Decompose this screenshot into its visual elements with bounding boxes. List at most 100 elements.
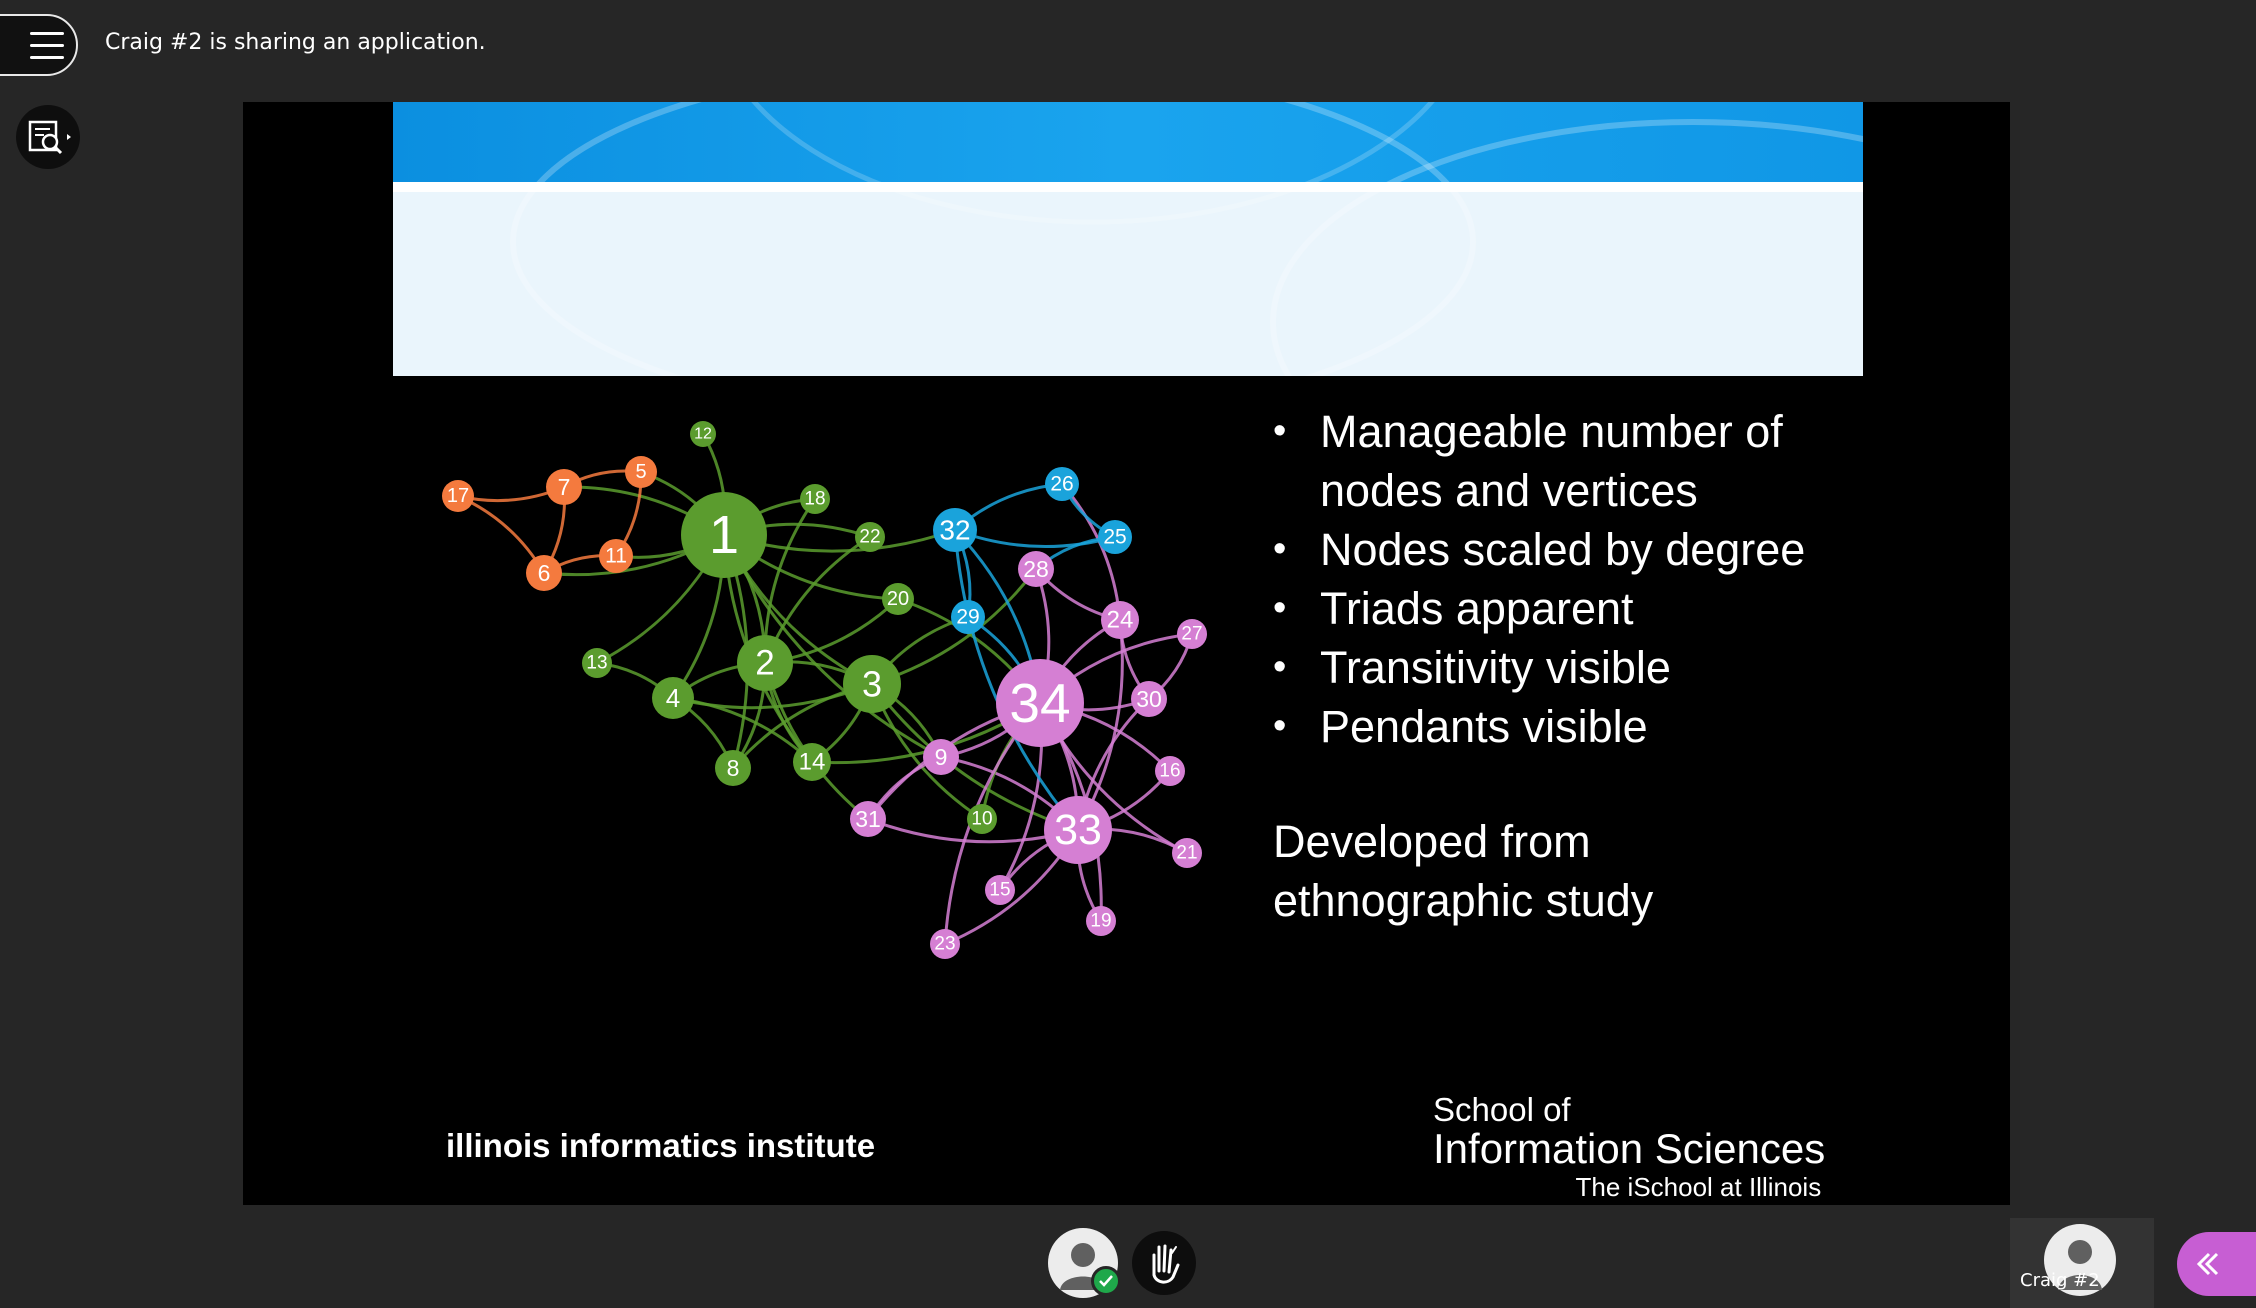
network-node-label: 19: [1090, 911, 1111, 932]
network-node: 13: [582, 648, 612, 678]
network-node: 10: [967, 804, 997, 834]
bullet-item: Transitivity visible: [1273, 638, 1913, 697]
network-node: 23: [930, 929, 960, 959]
network-edge: [953, 529, 1080, 831]
network-node-circle: [1155, 756, 1185, 786]
network-node: 20: [882, 583, 914, 615]
network-node: 1: [681, 492, 767, 578]
network-node-label: 3: [862, 664, 882, 705]
network-node-circle: [800, 484, 830, 514]
network-node-label: 15: [989, 880, 1010, 901]
network-node-label: 16: [1159, 761, 1180, 782]
hamburger-menu-icon: [30, 32, 64, 35]
header-decoration: [510, 102, 1863, 376]
network-node-label: 18: [804, 489, 825, 510]
network-node: 6: [526, 555, 562, 591]
network-node-label: 4: [666, 683, 680, 713]
participant-name: Craig #2: [2020, 1270, 2100, 1291]
slide-header-banner: I: [393, 102, 1863, 376]
network-node: 15: [985, 875, 1015, 905]
hamburger-menu-icon: [30, 56, 64, 59]
network-node: 7: [546, 469, 582, 505]
my-avatar-button[interactable]: [1048, 1228, 1118, 1298]
network-node-label: 9: [935, 744, 948, 770]
zoom-to-fit-button[interactable]: [16, 105, 80, 169]
network-node-circle: [855, 522, 885, 552]
network-node-circle: [1044, 796, 1112, 864]
network-node: 30: [1131, 681, 1167, 717]
network-node-circle: [850, 801, 886, 837]
network-node-label: 7: [558, 474, 571, 500]
network-node-label: 5: [635, 461, 646, 483]
network-node: 14: [793, 743, 831, 781]
network-node-circle: [690, 421, 716, 447]
network-node-circle: [625, 456, 657, 488]
school-line1: School of: [1433, 1091, 1571, 1128]
status-badge: [1091, 1266, 1121, 1296]
network-node: 34: [996, 659, 1084, 747]
network-node-label: 17: [447, 485, 469, 507]
network-node-label: 29: [956, 606, 979, 629]
network-node-label: 30: [1136, 686, 1162, 712]
network-node: 33: [1044, 796, 1112, 864]
network-node-label: 2: [755, 644, 774, 683]
network-node: 17: [442, 480, 474, 512]
network-edge: [954, 528, 1116, 548]
bullet-item: Pendants visible: [1273, 697, 1913, 756]
participant-tile[interactable]: Craig #2: [2010, 1218, 2154, 1308]
school-line3: The iSchool at Illinois: [1575, 1172, 1822, 1202]
network-node-circle: [652, 677, 694, 719]
network-node-label: 27: [1181, 624, 1202, 645]
hamburger-menu-icon: [30, 44, 64, 47]
network-node-label: 20: [887, 588, 909, 610]
slide-footer-left: illinois informatics institute: [446, 1127, 876, 1164]
network-node-label: 34: [1009, 672, 1070, 734]
network-node-label: 25: [1103, 526, 1126, 549]
network-node-circle: [843, 655, 901, 713]
network-node-label: 28: [1023, 556, 1049, 582]
network-node: 28: [1018, 551, 1054, 587]
bullet-item: Triads apparent: [1273, 579, 1913, 638]
raise-hand-button[interactable]: [1132, 1231, 1196, 1295]
network-edges: [457, 433, 1194, 946]
bullet-item: Manageable number of nodes and vertices: [1273, 402, 1913, 520]
header-white-stripe: [393, 182, 1863, 192]
network-node-circle: [582, 648, 612, 678]
network-node-circle: [1131, 681, 1167, 717]
share-status-message: Craig #2 is sharing an application.: [105, 30, 486, 55]
menu-button[interactable]: [0, 14, 78, 76]
network-node-circle: [1177, 619, 1207, 649]
network-node: 31: [850, 801, 886, 837]
network-node: 8: [715, 750, 751, 786]
network-node-label: 6: [538, 560, 551, 586]
network-node-circle: [933, 508, 977, 552]
network-node-label: 22: [859, 527, 880, 548]
network-node-label: 33: [1054, 806, 1102, 854]
network-node-circle: [793, 743, 831, 781]
network-node: 12: [690, 421, 716, 447]
open-collaborate-panel-button[interactable]: [2177, 1232, 2256, 1296]
network-node: 26: [1045, 467, 1079, 501]
shared-application-view: I 12345678910111213141516171819202122232…: [243, 102, 2010, 1205]
network-node-circle: [923, 739, 959, 775]
network-node: 22: [855, 522, 885, 552]
network-node-label: 21: [1176, 843, 1197, 864]
network-node-circle: [967, 804, 997, 834]
network-node-label: 12: [694, 426, 712, 443]
network-node: 19: [1086, 906, 1116, 936]
network-node: 29: [951, 600, 985, 634]
network-node: 16: [1155, 756, 1185, 786]
network-node-label: 8: [727, 755, 740, 781]
network-node-label: 11: [605, 545, 627, 568]
network-node-circle: [442, 480, 474, 512]
network-node-circle: [1086, 906, 1116, 936]
network-node: 9: [923, 739, 959, 775]
header-blue-band: [393, 102, 1863, 182]
network-node-circle: [930, 929, 960, 959]
network-node-circle: [951, 600, 985, 634]
network-node: 25: [1098, 520, 1132, 554]
network-node-circle: [1101, 601, 1139, 639]
network-node-label: 32: [939, 515, 970, 546]
